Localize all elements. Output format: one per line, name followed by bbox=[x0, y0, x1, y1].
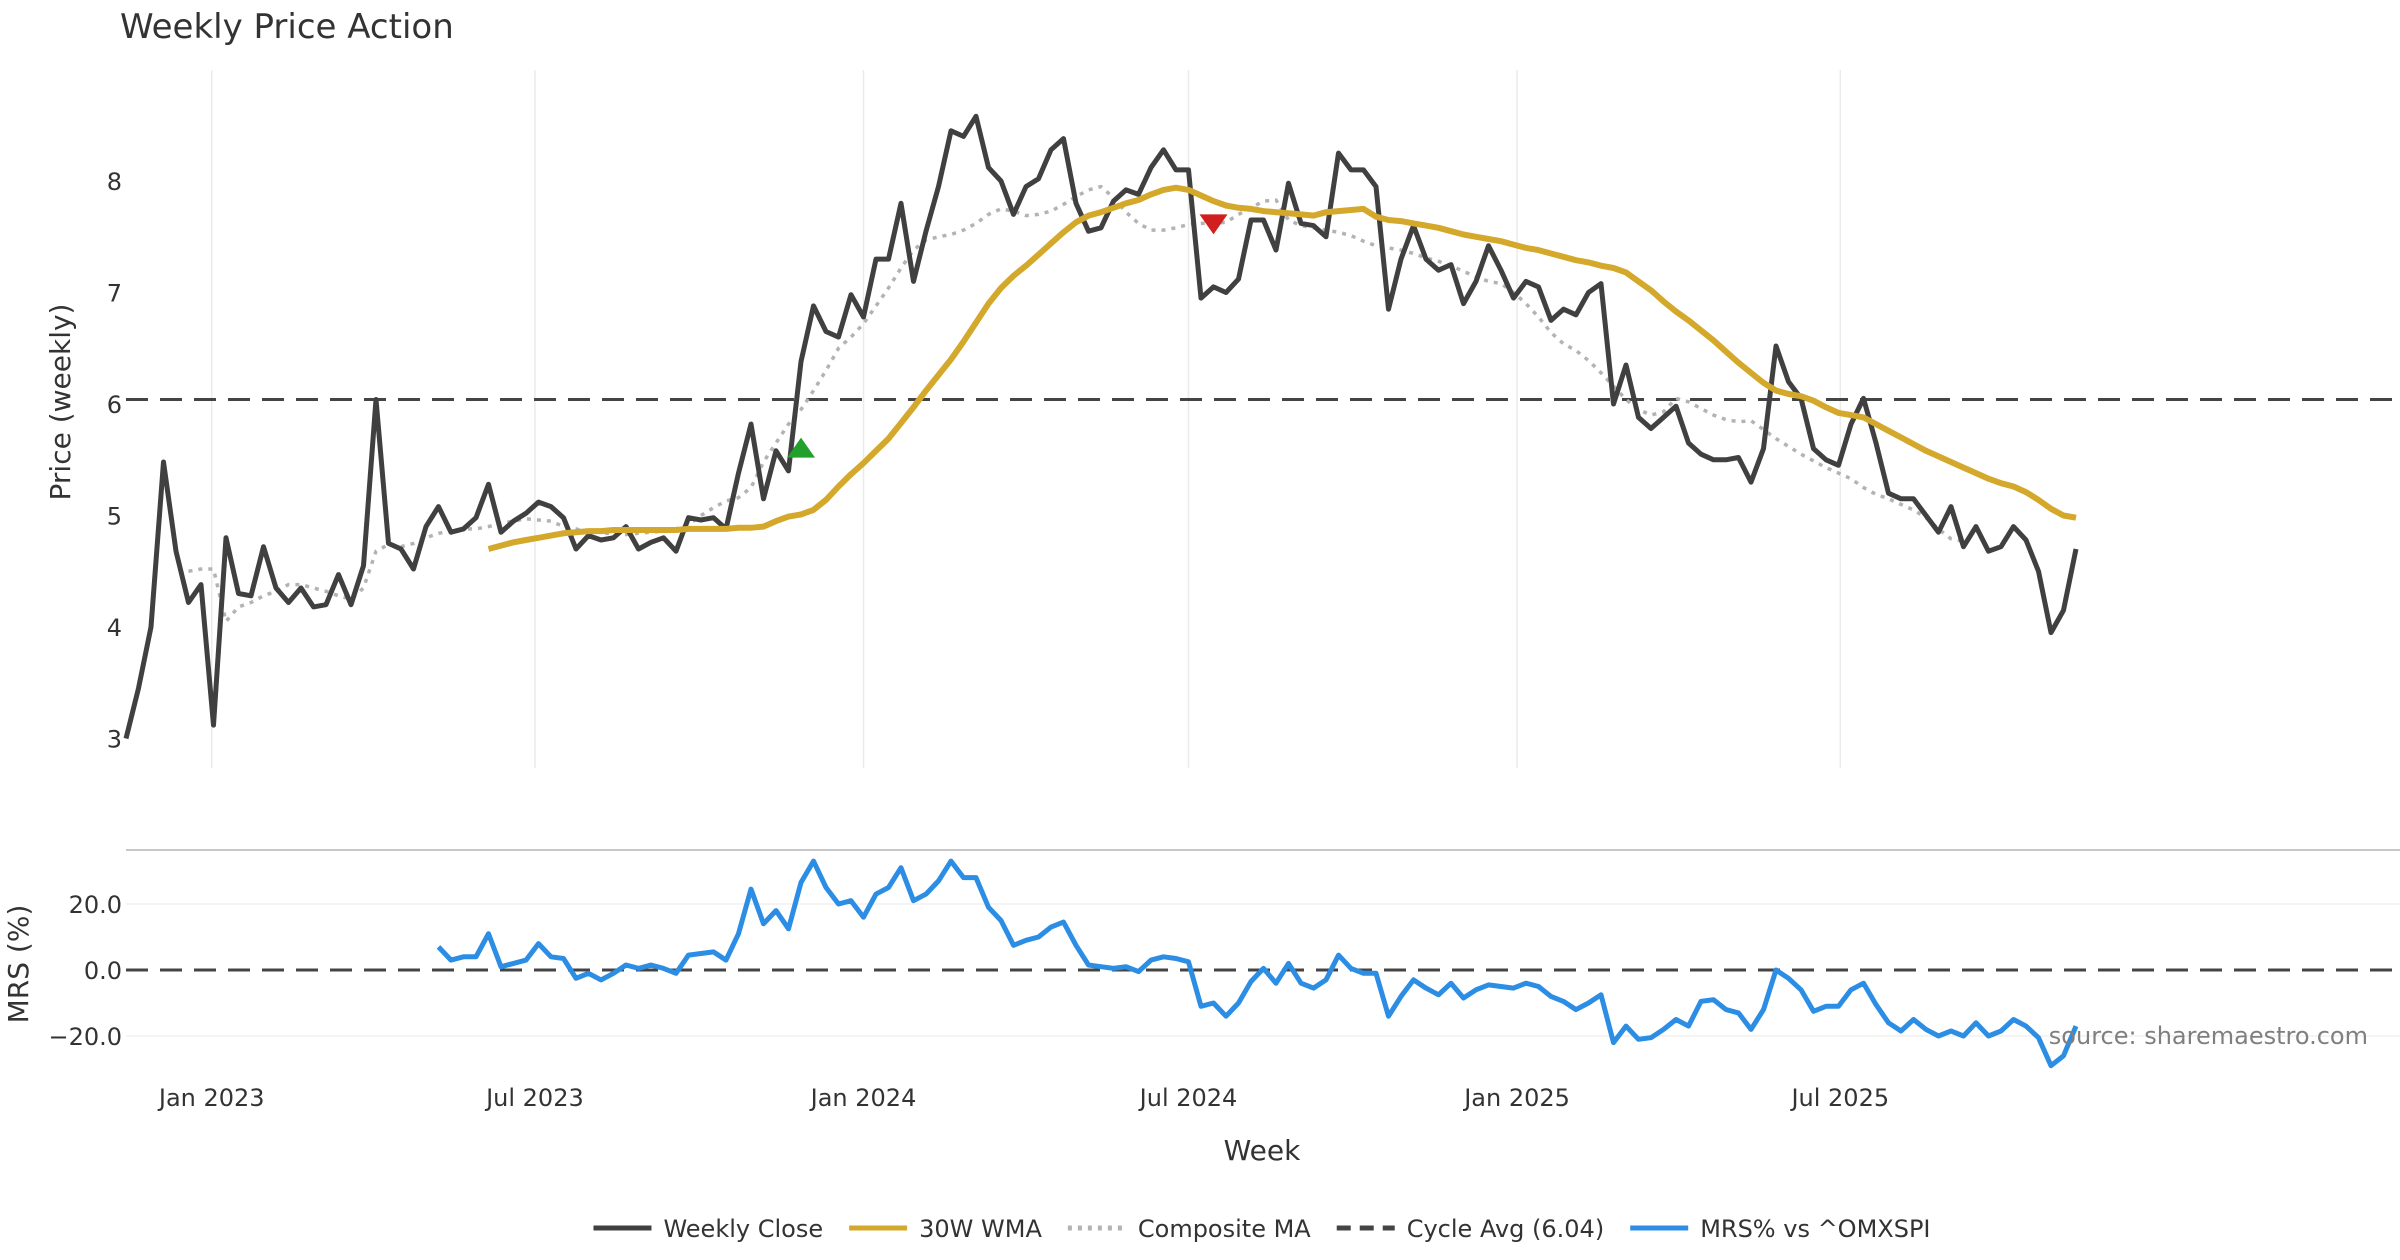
legend-item: 30W WMA bbox=[849, 1215, 1042, 1243]
price-tick-label: 7 bbox=[107, 280, 122, 308]
series bbox=[123, 113, 2079, 1069]
price-series-weekly-close bbox=[123, 113, 2079, 740]
mrs-tick-label: 20.0 bbox=[69, 891, 122, 919]
price-series-30w-wma bbox=[487, 184, 2077, 552]
x-tick-label: Jul 2023 bbox=[484, 1084, 584, 1112]
legend-label: Composite MA bbox=[1138, 1215, 1311, 1243]
axes: Jan 2023 Jul 2023 Jan 2024 Jul 2024 Jan 2025… bbox=[48, 168, 1889, 1112]
price-series-composite-ma bbox=[188, 184, 1964, 624]
legend-label: MRS% vs ^OMXSPI bbox=[1700, 1215, 1930, 1243]
price-tick-label: 8 bbox=[107, 168, 122, 196]
mrs-tick-label: 0.0 bbox=[84, 957, 122, 985]
price-axis-title: Price (weekly) bbox=[44, 304, 77, 501]
signal-markers bbox=[787, 214, 1228, 458]
buy-signal-marker bbox=[787, 437, 815, 458]
chart-title: Weekly Price Action bbox=[120, 7, 454, 47]
x-tick-label: Jan 2023 bbox=[157, 1084, 265, 1112]
legend-item: Weekly Close bbox=[593, 1215, 823, 1243]
grid bbox=[126, 70, 2400, 1037]
price-tick-label: 4 bbox=[107, 614, 122, 642]
legend-label: Weekly Close bbox=[663, 1215, 823, 1243]
legend-item: MRS% vs ^OMXSPI bbox=[1630, 1215, 1931, 1243]
source-note: source: sharemaestro.com bbox=[2049, 1022, 2368, 1050]
mrs-axis-title: MRS (%) bbox=[2, 905, 35, 1024]
x-tick-label: Jan 2025 bbox=[1462, 1084, 1570, 1112]
price-tick-label: 5 bbox=[107, 503, 122, 531]
reference-lines bbox=[126, 398, 2400, 972]
x-tick-label: Jan 2024 bbox=[809, 1084, 917, 1112]
legend: Weekly Close 30W WMA Composite MA Cycle Avg… bbox=[593, 1215, 1931, 1243]
price-tick-label: 3 bbox=[107, 726, 122, 754]
legend-label: 30W WMA bbox=[919, 1215, 1042, 1243]
x-tick-label: Jul 2024 bbox=[1138, 1084, 1238, 1112]
legend-item: Cycle Avg (6.04) bbox=[1336, 1215, 1604, 1243]
legend-label: Cycle Avg (6.04) bbox=[1407, 1215, 1604, 1243]
mrs-series-mrs-vs-omxspi bbox=[436, 858, 2079, 1069]
x-tick-label: Jul 2025 bbox=[1789, 1084, 1889, 1112]
sell-signal-marker bbox=[1199, 214, 1228, 235]
price-tick-label: 6 bbox=[107, 391, 122, 419]
x-axis-title: Week bbox=[1224, 1134, 1301, 1167]
mrs-tick-label: −20.0 bbox=[48, 1023, 122, 1051]
legend-item: Composite MA bbox=[1067, 1215, 1311, 1243]
